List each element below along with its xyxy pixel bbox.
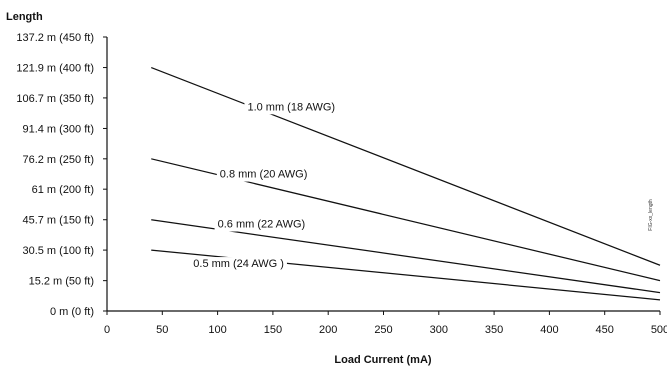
x-tick-label: 400 — [540, 324, 558, 336]
series-label-background — [216, 167, 311, 182]
y-tick-label: 45.7 m (150 ft) — [22, 215, 94, 227]
axes-layer: 0 m (0 ft) 15.2 m (50 ft) 30.5 m (100 ft) 4… — [16, 32, 667, 336]
y-tick-label: 30.5 m (100 ft) — [22, 245, 94, 257]
series-label-1: 1.0 mm (18 AWG) — [247, 101, 335, 113]
x-tick-label: 250 — [374, 324, 392, 336]
x-tick-label: 200 — [319, 324, 337, 336]
series-line-1 — [151, 66, 661, 266]
y-tick-label: 61 m (200 ft) — [32, 184, 94, 196]
x-tick-label: 150 — [264, 324, 282, 336]
x-tick-label: 300 — [430, 324, 448, 336]
x-tick-label: 450 — [596, 324, 614, 336]
x-tick-label: 0 — [104, 324, 110, 336]
series-label-3: 0.6 mm (22 AWG) — [218, 219, 306, 231]
series-label-4: 0.5 mm (24 AWG ) — [193, 258, 284, 270]
x-tick-label: 100 — [208, 324, 226, 336]
y-tick-label: 106.7 m (350 ft) — [16, 93, 94, 105]
y-tick-label: 15.2 m (50 ft) — [29, 276, 94, 288]
series-label-background — [190, 257, 287, 272]
series-label-background — [214, 217, 309, 232]
series-labels-layer: 1.0 mm (18 AWG) 0.8 mm (20 AWG) 0.6 mm (22… — [190, 100, 339, 272]
y-tick-label: 121.9 m (400 ft) — [16, 63, 94, 75]
y-tick-label: 91.4 m (300 ft) — [22, 123, 94, 135]
series-label-background — [244, 100, 339, 115]
y-axis-title: Length — [6, 11, 43, 23]
y-tick-label: 137.2 m (450 ft) — [16, 32, 94, 44]
x-tick-label: 50 — [156, 324, 168, 336]
x-tick-label: 500 — [651, 324, 667, 336]
x-tick-label: 350 — [485, 324, 503, 336]
x-axis-title: Load Current (mA) — [334, 354, 432, 366]
y-tick-label: 0 m (0 ft) — [50, 306, 94, 318]
figure-code: FIG-xx_length — [648, 199, 654, 231]
series-label-2: 0.8 mm (20 AWG) — [220, 169, 308, 181]
series-line-3 — [151, 219, 661, 294]
y-tick-label: 76.2 m (250 ft) — [22, 154, 94, 166]
